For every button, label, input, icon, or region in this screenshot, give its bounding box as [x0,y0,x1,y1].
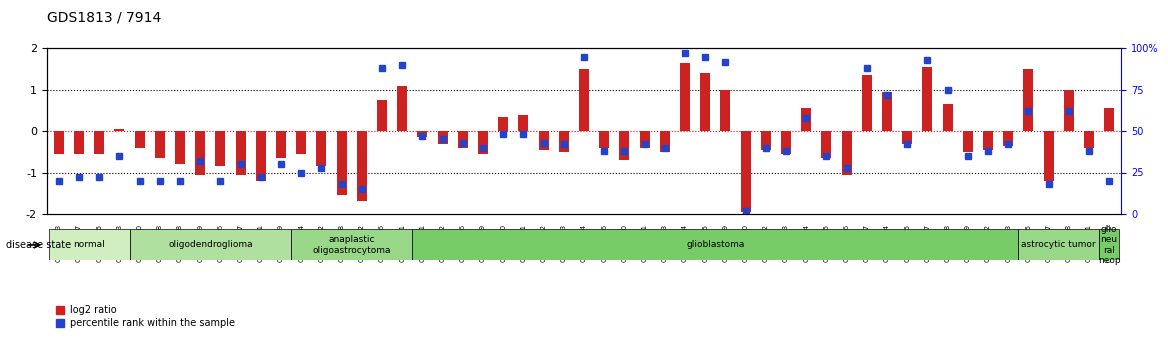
Bar [195,131,206,175]
Bar [1003,131,1013,146]
Bar [558,131,569,152]
Bar [438,131,447,144]
Bar [130,229,291,260]
Bar [760,131,771,150]
Bar [155,131,165,158]
Text: glio
neu
ral
neop: glio neu ral neop [1098,225,1120,265]
Bar [943,104,953,131]
Bar [317,131,327,166]
Text: disease state: disease state [6,240,71,250]
Text: GDS1813 / 7914: GDS1813 / 7914 [47,10,161,24]
Legend: log2 ratio, percentile rank within the sample: log2 ratio, percentile rank within the s… [51,302,239,332]
Bar [983,131,993,150]
Text: normal: normal [74,240,105,249]
Bar [1023,69,1034,131]
Bar [499,117,508,131]
Bar [781,131,791,154]
Bar [417,131,427,137]
Bar [291,229,412,260]
Bar [519,115,528,131]
Bar [1084,131,1094,148]
Bar [377,100,387,131]
Bar [821,131,832,158]
Bar [841,131,851,175]
Bar [276,131,286,158]
Bar [114,129,125,131]
Bar [579,69,589,131]
Bar [1018,229,1099,260]
Bar [458,131,468,148]
Bar [95,131,104,154]
Bar [478,131,488,154]
Bar [721,90,730,131]
Bar [882,92,892,131]
Bar [1043,131,1054,181]
Bar [175,131,185,164]
Bar [700,73,710,131]
Bar [923,67,932,131]
Text: oligodendroglioma: oligodendroglioma [168,240,252,249]
Text: astrocytic tumor: astrocytic tumor [1021,240,1096,249]
Bar [599,131,610,148]
Bar [902,131,912,144]
Bar [356,131,367,201]
Bar [619,131,630,160]
Bar [962,131,973,152]
Bar [256,131,266,181]
Text: anaplastic
oligoastrocytoma: anaplastic oligoastrocytoma [313,235,391,255]
Bar [660,131,669,152]
Bar [741,131,751,212]
Bar [412,229,1018,260]
Bar [801,108,812,131]
Bar [397,86,408,131]
Bar [640,131,649,148]
Bar [862,75,871,131]
Bar [134,131,145,148]
Bar [680,63,690,131]
Bar [297,131,306,154]
Bar [215,131,225,166]
Bar [74,131,84,154]
Bar [538,131,549,150]
Bar [54,131,64,154]
Bar [49,229,130,260]
Bar [236,131,245,175]
Bar [1099,229,1119,260]
Text: glioblastoma: glioblastoma [686,240,744,249]
Bar [1064,90,1073,131]
Bar [336,131,347,195]
Bar [1104,108,1114,131]
